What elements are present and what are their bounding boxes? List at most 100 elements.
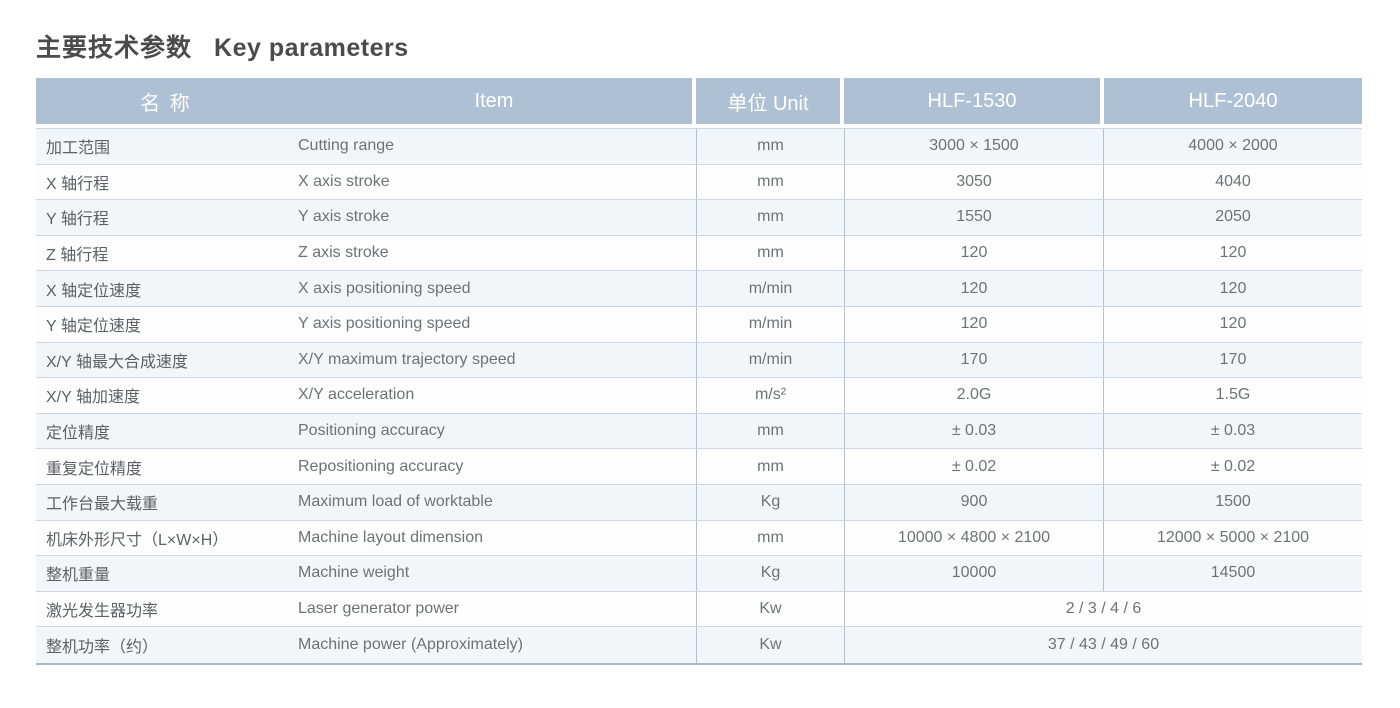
- table-row-machine-power: 整机功率（约） Machine power (Approximately) Kw…: [36, 627, 1362, 663]
- unit-cell: Kw: [696, 627, 844, 663]
- row-label-en: Cutting range: [298, 137, 395, 155]
- name-cell: 重复定位精度 Repositioning accuracy: [36, 449, 696, 484]
- row-label-en: Z axis stroke: [298, 244, 389, 262]
- page-title-english: Key parameters: [214, 34, 409, 62]
- unit-cell: mm: [696, 235, 844, 271]
- value-cell-hlf-1530: 900: [844, 484, 1103, 520]
- name-cell: X/Y 轴加速度 X/Y acceleration: [36, 378, 696, 413]
- table-row-machine-weight: 整机重量 Machine weight Kg 10000 14500: [36, 556, 1362, 592]
- value-cell-hlf-2040: 2050: [1103, 200, 1362, 235]
- row-label-zh: X 轴行程: [46, 175, 110, 193]
- name-cell: Z 轴行程 Z axis stroke: [36, 236, 696, 271]
- row-label-zh: 整机功率（约）: [46, 639, 159, 657]
- unit-cell: mm: [696, 200, 844, 235]
- unit-cell: mm: [696, 449, 844, 484]
- value-cell-hlf-1530: ± 0.02: [844, 449, 1103, 484]
- row-label-en: X/Y maximum trajectory speed: [298, 350, 516, 368]
- value-cell-hlf-2040: 4040: [1103, 164, 1362, 200]
- table-header-row: 名 称 Item 单位 Unit HLF-1530 HLF-2040: [36, 78, 1362, 124]
- table-row-machine-layout-dimension: 机床外形尺寸（L×W×H） Machine layout dimension m…: [36, 520, 1362, 557]
- value-cell-hlf-2040: 4000 × 2000: [1103, 129, 1362, 164]
- table-row-y-axis-stroke: Y 轴行程 Y axis stroke mm 1550 2050: [36, 200, 1362, 236]
- name-cell: 定位精度 Positioning accuracy: [36, 414, 696, 449]
- value-cell-hlf-2040: 120: [1103, 271, 1362, 306]
- value-cell-hlf-2040: 170: [1103, 342, 1362, 378]
- value-cell-hlf-1530: 10000 × 4800 × 2100: [844, 520, 1103, 556]
- value-cell-hlf-2040: 12000 × 5000 × 2100: [1103, 520, 1362, 556]
- unit-cell: mm: [696, 164, 844, 200]
- row-label-zh: 重复定位精度: [46, 460, 143, 478]
- value-cell-hlf-1530: 1550: [844, 200, 1103, 235]
- row-label-en: Positioning accuracy: [298, 422, 445, 440]
- value-cell-hlf-2040: 1.5G: [1103, 378, 1362, 413]
- table-row-repositioning-accuracy: 重复定位精度 Repositioning accuracy mm ± 0.02 …: [36, 449, 1362, 485]
- row-label-zh: 工作台最大载重: [46, 496, 159, 514]
- name-cell: 激光发生器功率 Laser generator power: [36, 592, 696, 627]
- header-label-name-zh: 名 称: [140, 92, 192, 115]
- value-cell-hlf-1530: 2.0G: [844, 378, 1103, 413]
- table-row-xy-acceleration: X/Y 轴加速度 X/Y acceleration m/s² 2.0G 1.5G: [36, 378, 1362, 414]
- unit-cell: Kw: [696, 591, 844, 627]
- value-cell-hlf-2040: 120: [1103, 306, 1362, 342]
- value-cell-hlf-2040: ± 0.03: [1103, 413, 1362, 449]
- page-title-chinese: 主要技术参数: [36, 34, 193, 62]
- value-cell-both-models: 2 / 3 / 4 / 6: [844, 591, 1362, 627]
- row-label-en: Laser generator power: [298, 600, 459, 618]
- row-label-en: X axis positioning speed: [298, 279, 471, 297]
- row-label-en: X/Y acceleration: [298, 386, 415, 404]
- name-cell: 整机重量 Machine weight: [36, 556, 696, 591]
- value-cell-hlf-1530: 10000: [844, 556, 1103, 591]
- row-label-zh: 激光发生器功率: [46, 603, 159, 621]
- row-label-zh: X/Y 轴最大合成速度: [46, 353, 188, 371]
- table-row-z-axis-stroke: Z 轴行程 Z axis stroke mm 120 120: [36, 235, 1362, 272]
- value-cell-hlf-1530: 120: [844, 271, 1103, 306]
- row-label-en: X axis stroke: [298, 172, 390, 190]
- header-cell-unit: 单位 Unit: [696, 78, 840, 124]
- row-label-zh: Z 轴行程: [46, 247, 109, 265]
- value-cell-hlf-1530: 170: [844, 342, 1103, 378]
- unit-cell: mm: [696, 413, 844, 449]
- unit-cell: m/min: [696, 271, 844, 306]
- unit-cell: m/min: [696, 342, 844, 378]
- value-cell-hlf-1530: ± 0.03: [844, 413, 1103, 449]
- unit-cell: Kg: [696, 484, 844, 520]
- value-cell-both-models: 37 / 43 / 49 / 60: [844, 627, 1362, 663]
- table-row-y-positioning-speed: Y 轴定位速度 Y axis positioning speed m/min 1…: [36, 306, 1362, 343]
- row-label-zh: 定位精度: [46, 425, 111, 443]
- name-cell: X 轴定位速度 X axis positioning speed: [36, 271, 696, 306]
- key-parameters-table: 名 称 Item 单位 Unit HLF-1530 HLF-2040 加工范围 …: [36, 78, 1362, 665]
- name-cell: 加工范围 Cutting range: [36, 129, 696, 164]
- name-cell: X/Y 轴最大合成速度 X/Y maximum trajectory speed: [36, 343, 696, 378]
- name-cell: X 轴行程 X axis stroke: [36, 165, 696, 200]
- name-cell: 工作台最大载重 Maximum load of worktable: [36, 485, 696, 520]
- table-row-laser-generator-power: 激光发生器功率 Laser generator power Kw 2 / 3 /…: [36, 591, 1362, 628]
- value-cell-hlf-1530: 3000 × 1500: [844, 129, 1103, 164]
- name-cell: Y 轴行程 Y axis stroke: [36, 200, 696, 235]
- row-label-en: Machine layout dimension: [298, 528, 483, 546]
- name-cell: 机床外形尺寸（L×W×H） Machine layout dimension: [36, 521, 696, 556]
- unit-cell: mm: [696, 520, 844, 556]
- header-cell-model-hlf-2040: HLF-2040: [1104, 78, 1362, 124]
- unit-cell: Kg: [696, 556, 844, 591]
- row-label-zh: X 轴定位速度: [46, 282, 142, 300]
- table-row-x-positioning-speed: X 轴定位速度 X axis positioning speed m/min 1…: [36, 271, 1362, 307]
- value-cell-hlf-2040: 1500: [1103, 484, 1362, 520]
- header-label-item: Item: [474, 89, 514, 112]
- table-row-max-worktable-load: 工作台最大载重 Maximum load of worktable Kg 900…: [36, 484, 1362, 521]
- value-cell-hlf-2040: ± 0.02: [1103, 449, 1362, 484]
- row-label-en: Maximum load of worktable: [298, 493, 493, 511]
- table-row-x-axis-stroke: X 轴行程 X axis stroke mm 3050 4040: [36, 164, 1362, 201]
- value-cell-hlf-1530: 120: [844, 306, 1103, 342]
- row-label-zh: 加工范围: [46, 140, 111, 158]
- value-cell-hlf-2040: 14500: [1103, 556, 1362, 591]
- row-label-en: Repositioning accuracy: [298, 457, 464, 475]
- unit-cell: mm: [696, 129, 844, 164]
- unit-cell: m/s²: [696, 378, 844, 413]
- row-label-en: Y axis positioning speed: [298, 315, 471, 333]
- row-label-zh: X/Y 轴加速度: [46, 389, 140, 407]
- name-cell: Y 轴定位速度 Y axis positioning speed: [36, 307, 696, 342]
- name-cell: 整机功率（约） Machine power (Approximately): [36, 627, 696, 663]
- row-label-zh: Y 轴行程: [46, 211, 109, 229]
- value-cell-hlf-1530: 3050: [844, 164, 1103, 200]
- row-label-en: Y axis stroke: [298, 208, 390, 226]
